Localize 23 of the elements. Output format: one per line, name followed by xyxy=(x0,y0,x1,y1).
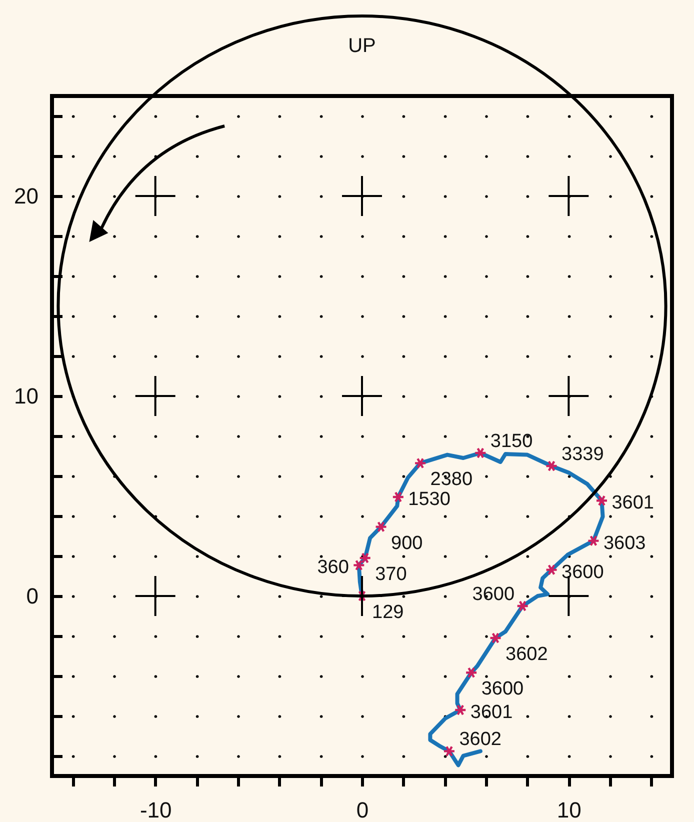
y-tick-label: 20 xyxy=(14,184,38,208)
annotation: 3602 xyxy=(506,644,548,665)
annotation: 3603 xyxy=(603,532,646,554)
annotation: 3602 xyxy=(459,729,502,750)
annotation: 3600 xyxy=(562,562,604,583)
x-tick-label: 0 xyxy=(356,798,369,822)
text: UP xyxy=(348,35,376,57)
annotation: 3600 xyxy=(481,678,524,700)
x-tick-label: -10 xyxy=(140,798,172,822)
annotation: 3150 xyxy=(490,431,533,452)
annotation: 129 xyxy=(372,602,404,623)
annotation: 3601 xyxy=(470,702,513,723)
annotation: 370 xyxy=(375,564,407,585)
annotation: 3600 xyxy=(472,584,515,605)
annotation: 360 xyxy=(317,557,349,578)
annotation: 900 xyxy=(391,532,423,554)
y-tick-label: 10 xyxy=(14,384,38,408)
annotation: 1530 xyxy=(408,489,450,510)
annotation: 3339 xyxy=(562,444,604,465)
annotation: 2380 xyxy=(430,469,473,490)
y-tick-label: 0 xyxy=(26,584,38,608)
x-tick-label: 10 xyxy=(556,798,582,822)
annotation: 3601 xyxy=(612,492,654,514)
